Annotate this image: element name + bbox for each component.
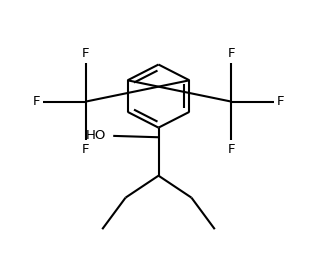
Text: F: F bbox=[33, 95, 41, 108]
Text: F: F bbox=[276, 95, 284, 108]
Text: HO: HO bbox=[86, 129, 107, 143]
Text: F: F bbox=[82, 143, 89, 156]
Text: F: F bbox=[228, 143, 235, 156]
Text: F: F bbox=[228, 47, 235, 60]
Text: F: F bbox=[82, 47, 89, 60]
